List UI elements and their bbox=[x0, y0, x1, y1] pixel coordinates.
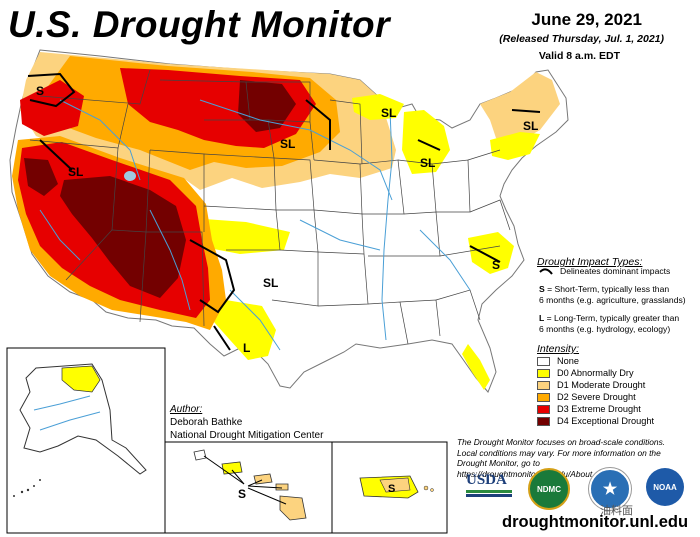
map-date: June 29, 2021 bbox=[531, 10, 642, 29]
label-s-nw: S bbox=[36, 84, 44, 98]
delineates-symbol bbox=[539, 268, 553, 275]
impact-delineates: Delineates dominant impacts bbox=[560, 266, 671, 276]
eagle-icon: ★ bbox=[602, 481, 618, 498]
hawaii-islands bbox=[193, 449, 307, 521]
impact-short-term: S = Short-Term, typically less than bbox=[539, 284, 669, 295]
drought-d1-northeast bbox=[480, 72, 560, 146]
drought-d0-newengland bbox=[490, 132, 540, 160]
drought-d0-michigan bbox=[402, 110, 450, 174]
usda-logo: USDA bbox=[466, 472, 512, 502]
legend-label: D3 Extreme Drought bbox=[557, 404, 641, 414]
impact-types-title: Drought Impact Types: bbox=[537, 256, 643, 268]
legend-d1: D1 Moderate Drought bbox=[537, 379, 645, 391]
note-line-2: Local conditions may vary. For more info… bbox=[457, 447, 661, 458]
drought-d0-carolina bbox=[468, 232, 514, 274]
valid-time: Valid 8 a.m. EDT bbox=[538, 50, 620, 62]
long-term-line2: 6 months (e.g. hydrology, ecology) bbox=[539, 324, 671, 334]
swatch-d3 bbox=[537, 404, 550, 414]
drought-d0-texas bbox=[214, 300, 276, 360]
label-sl-west: SL bbox=[68, 165, 83, 179]
author-name: Deborah Bathke bbox=[170, 417, 243, 428]
label-sl-dakota: SL bbox=[280, 137, 295, 151]
swatch-d0 bbox=[537, 368, 550, 378]
long-term-line1: = Long-Term, typically greater than bbox=[544, 313, 680, 323]
noaa-logo: NOAA bbox=[646, 468, 684, 506]
state-borders bbox=[29, 69, 511, 345]
short-term-line2: 6 months (e.g. agriculture, grasslands) bbox=[539, 295, 686, 305]
hawaii-impact-lines bbox=[203, 455, 287, 505]
label-sl-michigan: SL bbox=[420, 156, 435, 170]
ndmc-logo: NDMC bbox=[528, 468, 570, 510]
watermark: 油料面 bbox=[600, 505, 633, 517]
puerto-rico-d1 bbox=[379, 477, 411, 493]
page-title: U.S. Drought Monitor bbox=[8, 4, 390, 45]
commerce-logo: ★ bbox=[589, 468, 631, 510]
intensity-title: Intensity: bbox=[537, 343, 580, 355]
short-term-line1: = Short-Term, typically less than bbox=[544, 284, 670, 294]
impact-long-term: L = Long-Term, typically greater than bbox=[539, 313, 679, 324]
short-term-key: S bbox=[539, 284, 545, 294]
alaska-d0 bbox=[61, 365, 101, 393]
legend-d0: D0 Abnormally Dry bbox=[537, 367, 634, 379]
alaska-shape bbox=[19, 363, 147, 475]
legend-d4: D4 Exceptional Drought bbox=[537, 415, 654, 427]
label-s-puerto-rico: S bbox=[388, 483, 395, 495]
legend-label: D2 Severe Drought bbox=[557, 392, 636, 402]
website-url[interactable]: droughtmonitor.unl.edu bbox=[502, 513, 689, 531]
legend-label: None bbox=[557, 356, 579, 366]
label-l-texas: L bbox=[243, 341, 250, 355]
swatch-d4 bbox=[537, 416, 550, 426]
label-sl-newengland: SL bbox=[523, 119, 538, 133]
drought-d4-cal bbox=[24, 158, 58, 196]
long-term-key: L bbox=[539, 313, 545, 323]
legend-none: None bbox=[537, 355, 579, 367]
legend-label: D0 Abnormally Dry bbox=[557, 368, 634, 378]
note-line-1: The Drought Monitor focuses on broad-sca… bbox=[457, 437, 666, 447]
label-s-carolina: S bbox=[492, 258, 500, 272]
drought-d3-nw bbox=[20, 80, 84, 136]
author-org: National Drought Mitigation Center bbox=[170, 430, 324, 441]
legend-d2: D2 Severe Drought bbox=[537, 391, 636, 403]
usda-logo-text: USDA bbox=[466, 472, 507, 488]
swatch-d2 bbox=[537, 392, 550, 402]
legend-label: D4 Exceptional Drought bbox=[557, 416, 655, 426]
drought-d4-north bbox=[238, 80, 296, 132]
release-date: (Released Thursday, Jul. 1, 2021) bbox=[499, 33, 664, 45]
impact-lines bbox=[27, 72, 541, 351]
drought-d0-florida bbox=[462, 344, 490, 390]
great-salt-lake bbox=[124, 171, 136, 181]
label-sl-texas: SL bbox=[263, 276, 278, 290]
label-s-hawaii: S bbox=[238, 487, 246, 501]
author-label: Author: bbox=[170, 404, 203, 415]
alaska-rivers bbox=[33, 395, 101, 431]
legend-label: D1 Moderate Drought bbox=[557, 380, 646, 390]
aleutians bbox=[13, 479, 41, 497]
label-sl-upper-mi: SL bbox=[381, 106, 396, 120]
drought-d4-southwest bbox=[60, 176, 186, 298]
swatch-none bbox=[537, 356, 550, 366]
drought-d0-central bbox=[190, 218, 290, 254]
swatch-d1 bbox=[537, 380, 550, 390]
drought-d0-upper-mi bbox=[352, 94, 404, 120]
hawaii-inset-border bbox=[164, 441, 333, 534]
legend-d3: D3 Extreme Drought bbox=[537, 403, 641, 415]
